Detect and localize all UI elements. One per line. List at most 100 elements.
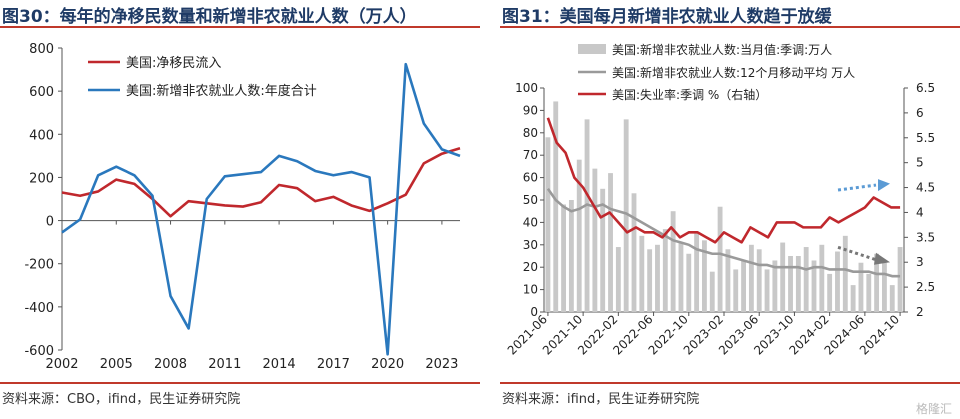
trend-arrow-up bbox=[837, 183, 877, 192]
bar bbox=[686, 253, 692, 312]
moving-average-line bbox=[546, 188, 901, 278]
bar bbox=[811, 260, 817, 312]
left-tick-label: 80 bbox=[523, 126, 538, 140]
bar bbox=[717, 206, 723, 312]
y-tick-label: -600 bbox=[24, 344, 54, 359]
bar bbox=[553, 101, 559, 312]
bar bbox=[615, 247, 621, 312]
left-tick-label: 20 bbox=[523, 260, 538, 274]
left-tick-label: 30 bbox=[523, 238, 538, 252]
bar bbox=[827, 273, 833, 312]
right-tick-label: 2.5 bbox=[916, 280, 935, 294]
bar bbox=[561, 204, 566, 312]
x-tick-label: 2014 bbox=[263, 357, 296, 372]
y-tick-label: 0 bbox=[46, 215, 54, 230]
bar bbox=[858, 262, 864, 312]
left-tick-label: 60 bbox=[523, 171, 538, 185]
bar bbox=[584, 119, 590, 312]
x-tick-label: 2002 bbox=[45, 357, 78, 372]
legend-swatch bbox=[578, 44, 606, 54]
bar bbox=[874, 253, 880, 312]
bar bbox=[756, 249, 762, 312]
left-tick-label: 70 bbox=[523, 148, 538, 162]
bar bbox=[662, 229, 668, 312]
source-note: 资料来源：CBO，ifind，民生证券研究院 bbox=[2, 392, 241, 407]
bar bbox=[576, 159, 582, 312]
left-tick-label: 40 bbox=[523, 215, 538, 229]
right-tick-label: 4.5 bbox=[916, 181, 935, 195]
right-tick-label: 5.5 bbox=[916, 131, 935, 145]
x-tick-label: 2011 bbox=[208, 357, 241, 372]
left-tick-label: 10 bbox=[523, 283, 538, 297]
bar bbox=[600, 188, 606, 312]
left-tick-label: 50 bbox=[523, 193, 538, 207]
legend-label: 美国:新增非农就业人数:年度合计 bbox=[126, 83, 317, 99]
y-tick-label: 200 bbox=[29, 171, 54, 186]
legend-label: 美国:净移民流入 bbox=[126, 56, 221, 71]
title-rule bbox=[0, 26, 480, 28]
bar bbox=[882, 262, 887, 312]
watermark-logo: 格隆汇 bbox=[915, 402, 952, 416]
trend-arrow-down bbox=[837, 245, 877, 262]
arrow-head bbox=[878, 179, 890, 192]
legend-label: 美国:新增非农就业人数:12个月移动平均 万人 bbox=[612, 65, 855, 80]
bar bbox=[592, 168, 598, 312]
bar bbox=[725, 249, 731, 312]
bar bbox=[702, 240, 707, 312]
y-tick-label: 600 bbox=[29, 85, 54, 100]
series-line bbox=[61, 62, 461, 356]
x-tick-label: 2020 bbox=[371, 357, 404, 372]
right-tick-label: 6 bbox=[916, 106, 924, 120]
bar bbox=[795, 256, 801, 312]
right-tick-label: 3.5 bbox=[916, 230, 935, 244]
y-tick-label: -200 bbox=[24, 258, 54, 273]
bar bbox=[741, 260, 746, 312]
bar bbox=[608, 173, 613, 312]
bar bbox=[889, 285, 895, 312]
bar bbox=[866, 273, 872, 312]
y-tick-label: -400 bbox=[24, 301, 54, 316]
bar bbox=[897, 247, 903, 312]
chart-title: 图31：美国每月新增非农就业人数趋于放缓 bbox=[502, 7, 832, 27]
right-tick-label: 4 bbox=[916, 205, 924, 219]
bar bbox=[772, 260, 778, 312]
bar bbox=[733, 269, 739, 312]
bar bbox=[545, 137, 551, 312]
legend-label: 美国:新增非农就业人数:当月值:季调:万人 bbox=[612, 42, 832, 57]
y-tick-label: 800 bbox=[29, 42, 54, 57]
arrow-head bbox=[874, 252, 890, 265]
chart-panel-2: 图31：美国每月新增非农就业人数趋于放缓 100 90 80 70 60 50 40 30 20… bbox=[500, 0, 960, 419]
chart-title: 图30：每年的净移民数量和新增非农就业人数（万人） bbox=[2, 7, 417, 27]
bar bbox=[748, 244, 754, 312]
right-tick-label: 3 bbox=[916, 255, 924, 269]
bar bbox=[780, 242, 786, 312]
bar bbox=[639, 235, 645, 312]
chart-panel-1: 图30：每年的净移民数量和新增非农就业人数（万人） 800 600 400 200 0 -… bbox=[0, 7, 480, 407]
source-rule bbox=[0, 382, 480, 384]
bar bbox=[803, 247, 809, 312]
unemployment-line bbox=[546, 117, 901, 244]
bar bbox=[842, 235, 848, 312]
title-rule bbox=[500, 26, 960, 28]
y-tick-label: 400 bbox=[29, 128, 54, 143]
bar bbox=[788, 256, 793, 312]
x-tick-label: 2005 bbox=[100, 357, 133, 372]
bar bbox=[647, 249, 653, 312]
source-rule bbox=[500, 382, 960, 384]
bar bbox=[694, 233, 700, 312]
x-tick-label: 2017 bbox=[317, 357, 350, 372]
legend-label: 美国:失业率:季调 %（右轴） bbox=[612, 87, 767, 102]
bar bbox=[764, 269, 770, 312]
left-tick-label: 0 bbox=[530, 305, 538, 319]
bar bbox=[670, 211, 676, 312]
chart-canvas-2: 10090807060504030201006.565.554.543.532.… bbox=[505, 42, 935, 358]
right-tick-label: 5 bbox=[916, 156, 924, 170]
bar bbox=[568, 200, 574, 312]
bar bbox=[678, 242, 684, 312]
bar bbox=[850, 285, 856, 312]
series-line bbox=[61, 147, 461, 218]
bar bbox=[819, 244, 825, 312]
right-tick-label: 2 bbox=[916, 305, 924, 319]
x-tick-label: 2023 bbox=[425, 357, 458, 372]
